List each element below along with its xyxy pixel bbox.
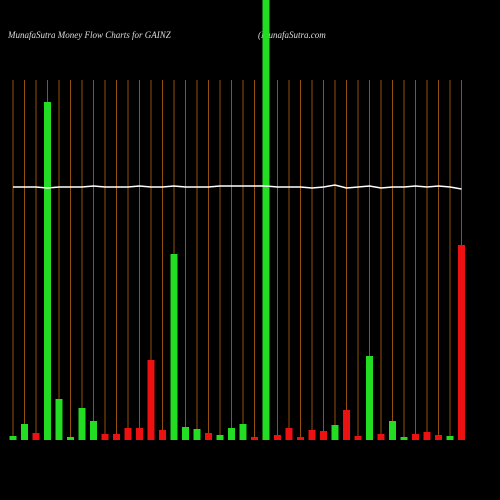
bar bbox=[205, 433, 212, 440]
bar bbox=[193, 429, 201, 440]
bar bbox=[44, 102, 51, 440]
bar bbox=[101, 434, 109, 440]
bar bbox=[400, 437, 408, 440]
bar bbox=[297, 437, 304, 440]
bar bbox=[159, 430, 166, 440]
bar bbox=[136, 428, 143, 440]
bar bbox=[216, 435, 224, 440]
bar bbox=[412, 434, 419, 440]
bar bbox=[343, 410, 350, 440]
chart-title: MunafaSutra Money Flow Charts for GAINZ bbox=[7, 30, 172, 40]
bar bbox=[55, 399, 63, 440]
bar bbox=[366, 356, 373, 440]
bar bbox=[147, 360, 155, 440]
bar bbox=[458, 245, 465, 440]
bar bbox=[228, 428, 235, 440]
bar bbox=[113, 434, 120, 440]
bar bbox=[182, 427, 189, 440]
bar bbox=[285, 428, 293, 440]
bar bbox=[21, 424, 28, 440]
bar bbox=[9, 436, 17, 440]
bar bbox=[435, 435, 442, 440]
bar bbox=[90, 421, 97, 440]
bar bbox=[239, 424, 247, 440]
bar bbox=[446, 436, 454, 440]
bar bbox=[67, 437, 74, 440]
chart-subtitle: (MunafaSutra.com bbox=[258, 30, 326, 40]
bar bbox=[124, 428, 132, 440]
bar bbox=[377, 434, 385, 440]
bar bbox=[32, 433, 40, 440]
bar bbox=[274, 435, 281, 440]
bar bbox=[78, 408, 86, 440]
bar bbox=[423, 432, 431, 440]
flow-line bbox=[13, 184, 462, 190]
bar bbox=[354, 436, 362, 440]
bar bbox=[331, 425, 339, 440]
bar bbox=[389, 421, 396, 440]
bar bbox=[262, 0, 270, 440]
bar bbox=[251, 437, 258, 440]
bar bbox=[320, 431, 327, 440]
bar bbox=[308, 430, 316, 440]
bar bbox=[170, 254, 178, 440]
